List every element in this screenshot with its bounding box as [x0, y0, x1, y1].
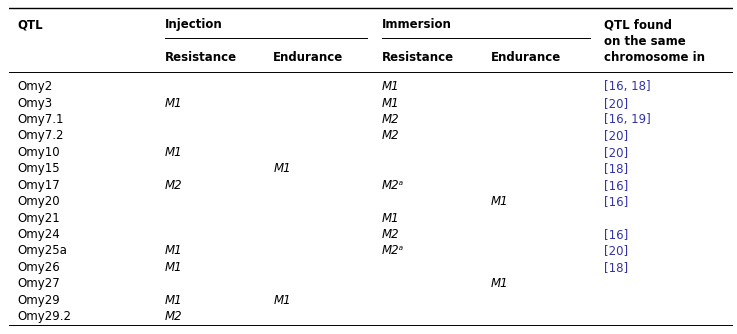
Text: [20]: [20]	[604, 146, 629, 159]
Text: Omy29.2: Omy29.2	[18, 310, 71, 323]
Text: Omy15: Omy15	[18, 162, 60, 175]
Text: Omy7.2: Omy7.2	[18, 130, 64, 143]
Text: Omy25a: Omy25a	[18, 244, 67, 258]
Text: QTL found
on the same
chromosome in: QTL found on the same chromosome in	[604, 18, 705, 64]
Text: Omy21: Omy21	[18, 211, 60, 224]
Text: Omy29: Omy29	[18, 294, 60, 307]
Text: Endurance: Endurance	[273, 51, 343, 64]
Text: M1: M1	[164, 146, 182, 159]
Text: M2ᵃ: M2ᵃ	[382, 244, 404, 258]
Text: M2: M2	[382, 228, 399, 241]
Text: [20]: [20]	[604, 97, 629, 110]
Text: M1: M1	[491, 195, 509, 208]
Text: Omy7.1: Omy7.1	[18, 113, 64, 126]
Text: [16]: [16]	[604, 195, 629, 208]
Text: M1: M1	[491, 277, 509, 290]
Text: Resistance: Resistance	[164, 51, 237, 64]
Text: Omy3: Omy3	[18, 97, 52, 110]
Text: M2ᵃ: M2ᵃ	[382, 179, 404, 192]
Text: M1: M1	[382, 211, 399, 224]
Text: M1: M1	[273, 294, 291, 307]
Text: Omy2: Omy2	[18, 80, 53, 93]
Text: M1: M1	[164, 244, 182, 258]
Text: M1: M1	[382, 80, 399, 93]
Text: Immersion: Immersion	[382, 18, 452, 31]
Text: M2: M2	[164, 179, 182, 192]
Text: M1: M1	[382, 97, 399, 110]
Text: Injection: Injection	[164, 18, 223, 31]
Text: Omy27: Omy27	[18, 277, 60, 290]
Text: M1: M1	[164, 97, 182, 110]
Text: Omy20: Omy20	[18, 195, 60, 208]
Text: Omy24: Omy24	[18, 228, 60, 241]
Text: QTL: QTL	[18, 18, 43, 31]
Text: Endurance: Endurance	[491, 51, 561, 64]
Text: Omy10: Omy10	[18, 146, 60, 159]
Text: [16]: [16]	[604, 179, 629, 192]
Text: M2: M2	[382, 130, 399, 143]
Text: Omy17: Omy17	[18, 179, 60, 192]
Text: Omy26: Omy26	[18, 261, 60, 274]
Text: M2: M2	[164, 310, 182, 323]
Text: [20]: [20]	[604, 244, 629, 258]
Text: [18]: [18]	[604, 261, 629, 274]
Text: Resistance: Resistance	[382, 51, 454, 64]
Text: M2: M2	[382, 113, 399, 126]
Text: [16, 19]: [16, 19]	[604, 113, 651, 126]
Text: [18]: [18]	[604, 162, 629, 175]
Text: M1: M1	[164, 294, 182, 307]
Text: [16]: [16]	[604, 228, 629, 241]
Text: M1: M1	[164, 261, 182, 274]
Text: M1: M1	[273, 162, 291, 175]
Text: [20]: [20]	[604, 130, 629, 143]
Text: [16, 18]: [16, 18]	[604, 80, 651, 93]
